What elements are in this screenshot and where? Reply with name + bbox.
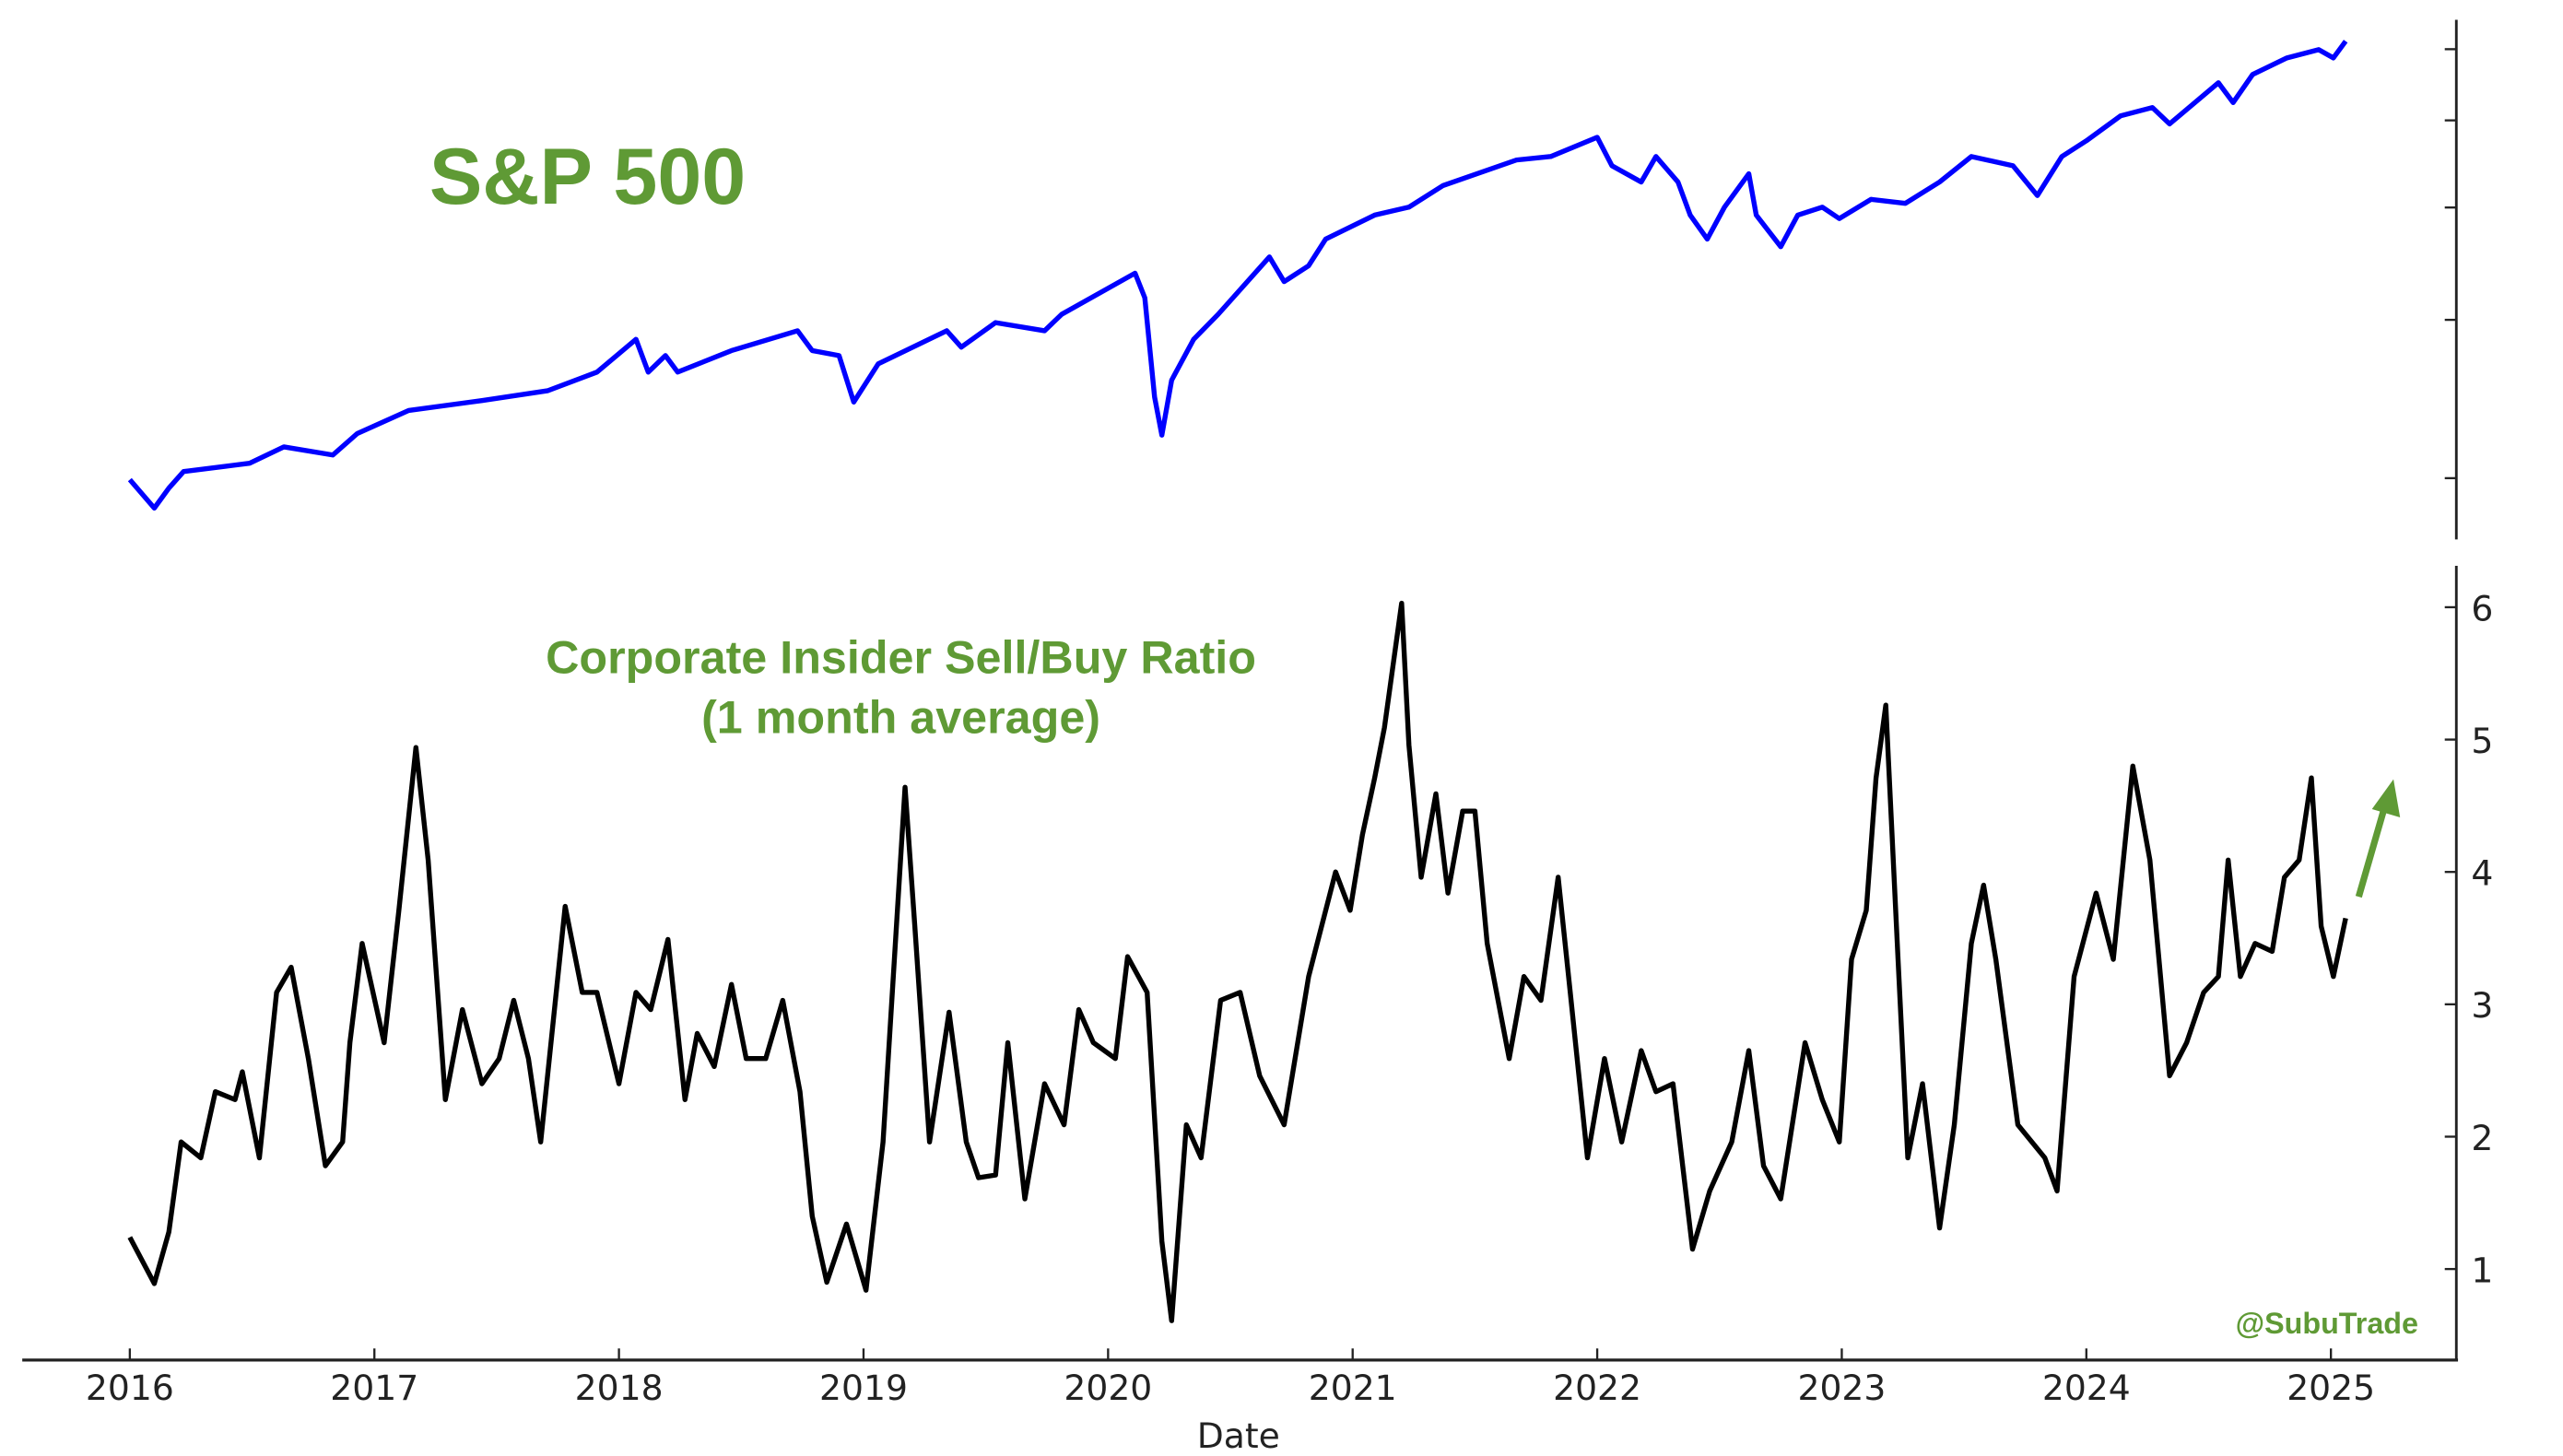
ratio-line (127, 600, 2348, 1323)
sp500-title: S&P 500 (429, 133, 746, 221)
xtick-label: 2023 (1797, 1368, 1886, 1408)
ratio-ytick-label: 1 (2471, 1250, 2493, 1290)
xtick-label: 2024 (2042, 1368, 2131, 1408)
xtick-label: 2018 (575, 1368, 664, 1408)
ratio-yticks: 1 2 3 4 5 6 (2444, 588, 2493, 1290)
ratio-ytick-label: 5 (2471, 721, 2493, 761)
ratio-subtitle: (1 month average) (701, 690, 1100, 743)
watermark: @SubuTrade (2236, 1307, 2418, 1340)
ratio-title: Corporate Insider Sell/Buy Ratio (546, 631, 1256, 684)
xtick-label: 2020 (1064, 1368, 1152, 1408)
xtick-label: 2019 (819, 1368, 908, 1408)
ratio-ytick-label: 4 (2471, 853, 2493, 894)
xtick-label: 2021 (1309, 1368, 1397, 1408)
ratio-ytick-label: 6 (2471, 588, 2493, 628)
xtick-label: 2025 (2287, 1368, 2375, 1408)
sp500-line (127, 40, 2348, 511)
ratio-ytick-label: 3 (2471, 985, 2493, 1026)
xtick-label: 2022 (1553, 1368, 1641, 1408)
xtick-label: 2016 (86, 1368, 174, 1408)
sp500-yticks (2444, 48, 2457, 480)
xticks: 2016 2017 2018 2019 2020 2021 2022 2023 2024 2025 (86, 1348, 2375, 1408)
up-arrow-icon (2355, 779, 2401, 898)
x-axis-label: Date (1197, 1415, 1280, 1456)
xtick-label: 2017 (330, 1368, 418, 1408)
sp500-panel: S&P 500 (127, 19, 2458, 540)
ratio-ytick-label: 2 (2471, 1118, 2493, 1158)
